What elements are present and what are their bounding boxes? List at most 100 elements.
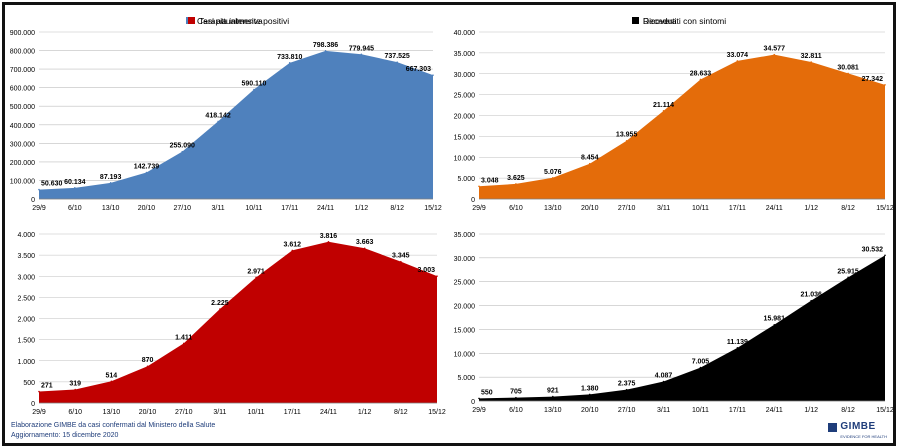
terapia-intensiva-data-point (436, 275, 438, 277)
ricoverati-data-point (662, 110, 665, 112)
casi-positivi-xtick-label: 20/10 (138, 205, 156, 212)
casi-positivi-data-point (109, 182, 112, 184)
ricoverati-legend-label: Ricoverati con sintomi (643, 16, 726, 26)
gimbe-logo-text: GIMBE (840, 421, 876, 432)
terapia-intensiva-xtick-label: 13/10 (103, 409, 121, 416)
terapia-intensiva-xtick-label: 1/12 (358, 409, 372, 416)
terapia-intensiva-data-point (291, 249, 294, 252)
terapia-intensiva-ytick-label: 3.000 (17, 274, 35, 281)
terapia-intensiva-xtick-label: 24/11 (320, 409, 337, 416)
terapia-intensiva-data-label: 271 (41, 383, 53, 390)
terapia-intensiva-data-label: 2.971 (247, 268, 265, 275)
casi-positivi-xtick-label: 3/11 (212, 205, 225, 212)
ricoverati-data-point (884, 84, 886, 86)
terapia-intensiva-xtick-label: 15/12 (428, 409, 446, 416)
ricoverati-data-label: 27.342 (862, 76, 884, 83)
terapia-intensiva-xtick-label: 3/11 (213, 409, 226, 416)
footer-source: Elaborazione GIMBE da casi confermati da… (11, 422, 216, 429)
terapia-intensiva-data-point (74, 388, 76, 391)
casi-positivi-data-label: 779.945 (349, 45, 374, 52)
gimbe-logo-icon (828, 423, 838, 432)
casi-positivi-data-point (217, 120, 219, 123)
casi-positivi-xtick-label: 24/11 (317, 205, 334, 212)
terapia-intensiva-data-label: 2.225 (211, 300, 229, 307)
ricoverati-xtick-label: 6/10 (509, 205, 523, 212)
ricoverati-ytick-label: 20.000 (454, 114, 476, 121)
terapia-intensiva-data-label: 3.612 (284, 241, 302, 248)
ricoverati-xtick-label: 13/10 (544, 205, 562, 212)
casi-positivi-data-label: 798.386 (313, 42, 338, 49)
casi-positivi-ytick-label: 200.000 (10, 160, 35, 167)
ricoverati-xtick-label: 8/12 (841, 205, 855, 212)
ricoverati-xtick-label: 15/12 (876, 205, 893, 212)
ricoverati-xtick-label: 29/9 (472, 205, 486, 212)
casi-positivi-data-label: 60.134 (64, 179, 86, 186)
ricoverati-data-label: 5.076 (544, 169, 562, 176)
casi-positivi-area (39, 50, 433, 199)
terapia-intensiva-ytick-label: 0 (31, 401, 35, 408)
ricoverati-data-label: 33.074 (727, 52, 749, 59)
casi-positivi-ytick-label: 600.000 (10, 86, 35, 93)
casi-positivi-xtick-label: 27/10 (174, 205, 192, 212)
terapia-intensiva-data-point (38, 390, 40, 393)
casi-positivi-data-label: 667.303 (406, 66, 431, 73)
chart-terapia-intensiva: Terapia intensiva 0 500 1.000 1.500 2.000 2.50… (17, 16, 445, 416)
ricoverati-data-label: 32.811 (801, 53, 822, 60)
casi-positivi-data-point (181, 150, 184, 153)
deceduti-xtick-label: 3/11 (657, 407, 670, 414)
deceduti-area (479, 255, 885, 401)
ricoverati-xtick-label: 20/10 (581, 205, 599, 212)
casi-positivi-data-point (74, 187, 76, 189)
casi-positivi-data-label: 50.630 (41, 181, 63, 188)
ricoverati-data-point (515, 183, 517, 185)
casi-positivi-data-point (253, 88, 255, 91)
casi-positivi-data-point (145, 171, 148, 174)
deceduti-xtick-label: 27/10 (618, 407, 636, 414)
casi-positivi-ytick-label: 0 (31, 197, 35, 204)
deceduti-xtick-label: 6/10 (509, 407, 523, 414)
casi-positivi-xtick-label: 10/11 (245, 205, 262, 212)
terapia-intensiva-data-point (255, 276, 257, 279)
footer-update: Aggiornamento: 15 dicembre 2020 (11, 432, 119, 439)
deceduti-ytick-label: 0 (471, 399, 475, 406)
casi-positivi-ytick-label: 300.000 (10, 141, 35, 148)
terapia-intensiva-ytick-label: 4.000 (17, 232, 35, 239)
ricoverati-data-point (625, 139, 628, 142)
terapia-intensiva-xtick-label: 27/10 (175, 409, 193, 416)
deceduti-ytick-label: 10.000 (454, 351, 476, 358)
terapia-intensiva-legend-swatch (188, 17, 195, 24)
deceduti-data-label: 550 (481, 389, 493, 396)
deceduti-ytick-label: 30.000 (454, 256, 476, 263)
terapia-intensiva-ytick-label: 1.500 (17, 338, 35, 345)
casi-positivi-data-point (324, 50, 327, 52)
casi-positivi-data-label: 142.739 (134, 164, 159, 171)
deceduti-data-label: 1.380 (581, 385, 599, 392)
ricoverati-data-label: 30.081 (837, 64, 859, 71)
deceduti-ytick-label: 5.000 (457, 375, 475, 382)
deceduti-data-point (736, 347, 739, 349)
deceduti-xtick-label: 1/12 (804, 407, 818, 414)
deceduti-data-label: 25.915 (837, 268, 859, 275)
ricoverati-ytick-label: 30.000 (454, 72, 476, 79)
casi-positivi-data-point (288, 62, 291, 64)
casi-positivi-ytick-label: 400.000 (10, 123, 35, 130)
deceduti-data-point (662, 380, 665, 383)
ricoverati-ytick-label: 10.000 (454, 155, 476, 162)
deceduti-data-label: 4.087 (655, 372, 673, 379)
deceduti-xtick-label: 17/11 (729, 407, 746, 414)
casi-positivi-xtick-label: 8/12 (390, 205, 404, 212)
terapia-intensiva-data-point (327, 240, 330, 243)
ricoverati-data-point (478, 185, 480, 188)
deceduti-data-label: 15.981 (764, 316, 786, 323)
terapia-intensiva-legend-label: Terapia intensiva (199, 16, 263, 26)
ricoverati-xtick-label: 1/12 (804, 205, 818, 212)
deceduti-legend-label: Deceduti (643, 16, 677, 26)
deceduti-ytick-label: 15.000 (454, 327, 476, 334)
terapia-intensiva-xtick-label: 20/10 (139, 409, 157, 416)
terapia-intensiva-xtick-label: 8/12 (394, 409, 408, 416)
terapia-intensiva-data-label: 1.411 (175, 334, 192, 341)
casi-positivi-data-point (396, 61, 398, 63)
deceduti-xtick-label: 13/10 (544, 407, 562, 414)
ricoverati-data-label: 3.625 (507, 175, 525, 182)
